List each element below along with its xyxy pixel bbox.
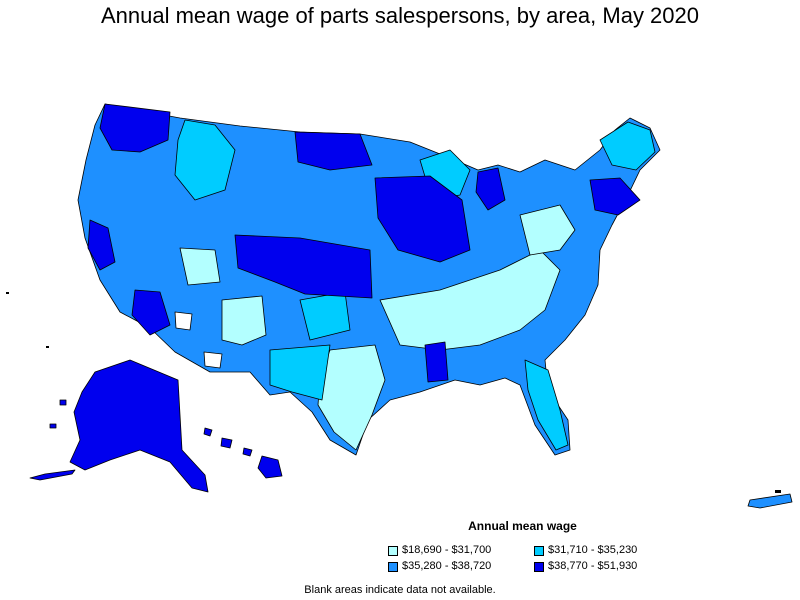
legend-swatch-high xyxy=(388,561,398,572)
legend-label-highest: $38,770 - $51,930 xyxy=(548,560,638,572)
legend-swatch-lowest xyxy=(388,545,398,556)
region-northeast-cyan xyxy=(599,121,656,171)
region-nevada-low xyxy=(179,247,221,286)
legend-item-low: $31,710 - $35,230 xyxy=(534,544,678,557)
legend-label-low: $31,710 - $35,230 xyxy=(548,544,638,556)
map-title: Annual mean wage of parts salespersons, … xyxy=(100,3,700,28)
region-north-rockies xyxy=(174,119,236,201)
legend-label-lowest: $18,690 - $31,700 xyxy=(402,544,492,556)
region-northwest-high xyxy=(99,103,171,153)
legend-item-lowest: $18,690 - $31,700 xyxy=(388,544,534,557)
region-mid-atlantic-low xyxy=(519,204,576,256)
region-mississippi-high xyxy=(424,341,449,383)
legend-swatch-highest xyxy=(534,561,544,572)
alaska xyxy=(69,359,209,493)
region-dakotas-high xyxy=(294,131,373,171)
legend-title: Annual mean wage xyxy=(468,519,577,533)
legend-item-high: $35,280 - $38,720 xyxy=(388,560,534,573)
alaska-islands xyxy=(49,399,67,429)
hawaii xyxy=(203,427,283,479)
legend-item-highest: $38,770 - $51,930 xyxy=(534,560,678,573)
legend-swatch-low xyxy=(534,545,544,556)
region-arizona-high xyxy=(131,289,171,336)
region-blank-southwest xyxy=(203,351,223,369)
small-island-marker-2 xyxy=(46,346,49,348)
region-new-england-high xyxy=(589,177,641,216)
region-florida-cyan xyxy=(524,359,569,451)
region-southwest-cyan xyxy=(269,344,331,401)
region-blank-arizona xyxy=(174,311,193,331)
puerto-rico xyxy=(747,493,793,509)
region-california-high xyxy=(87,219,116,271)
blank-areas-note: Blank areas indicate data not available. xyxy=(304,584,496,596)
small-island-marker xyxy=(6,292,9,294)
region-michigan-high xyxy=(475,167,506,211)
legend-label-high: $35,280 - $38,720 xyxy=(402,560,492,572)
region-nm-low xyxy=(221,295,267,346)
legend: $18,690 - $31,700 $31,710 - $35,230 $35,… xyxy=(388,544,678,573)
puerto-rico-islet xyxy=(775,490,781,493)
region-colorado-kansas-high xyxy=(234,234,373,299)
alaska-aleutians xyxy=(29,469,76,481)
region-midwest-high xyxy=(374,175,471,263)
